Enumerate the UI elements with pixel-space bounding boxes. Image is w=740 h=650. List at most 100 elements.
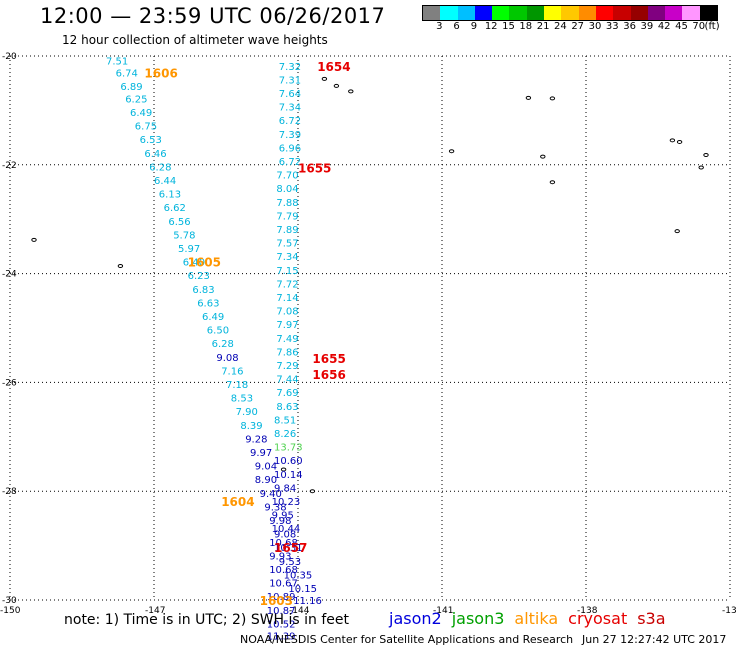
colorbar-label: 24 [554, 21, 567, 32]
wave-height-value: 6.23 [188, 271, 210, 282]
colorbar-label: 30 [588, 21, 602, 32]
wave-height-value: 9.97 [250, 448, 272, 459]
wave-height-value: 6.44 [154, 176, 176, 187]
axis-labels: -20 -22 -24 -26 -28 -30-150 -147 -144 -141 -138 -1… [0, 52, 737, 616]
legend-s3a: s3a [637, 609, 666, 628]
wave-height-value: 8.53 [231, 394, 253, 405]
wave-height-value: 9.04 [255, 462, 277, 473]
wave-height-value: 10.60 [274, 456, 303, 467]
colorbar-swatch [578, 6, 596, 20]
colorbar-label: 21 [536, 21, 550, 32]
units-note: note: 1) Time is in UTC; 2) SWH is in fe… [64, 612, 350, 628]
wave-height-value: 6.49 [202, 312, 224, 323]
wave-height-value: 10.67 [269, 579, 298, 590]
wave-height-value: 6.53 [140, 135, 162, 146]
page-subtitle: 12 hour collection of altimeter wave hei… [62, 33, 328, 47]
wave-height-value: 7.70 [276, 171, 298, 182]
island-outline [669, 138, 676, 143]
wave-height-value: 7.44 [276, 375, 298, 386]
colorbar-swatch [595, 6, 614, 20]
wave-height-value: 9.95 [272, 511, 294, 522]
colorbar-label: 45 [675, 21, 688, 32]
wave-height-value: 7.72 [276, 279, 298, 290]
pass-time-label: 1605 [188, 256, 221, 270]
wave-height-value: 13.73 [274, 443, 303, 454]
wave-height-value: 10.23 [272, 497, 301, 508]
colorbar-swatch [665, 6, 683, 20]
island-outline [321, 76, 328, 81]
lon-tick-label: -147 [145, 606, 165, 616]
wave-height-value: 10.35 [284, 570, 313, 581]
credit-text: NOAA/NESDIS Center for Satellite Applica… [240, 633, 574, 646]
wave-height-value: 7.90 [236, 407, 258, 418]
wave-height-value: 5.78 [173, 230, 195, 241]
wave-height-value: 10.89 [267, 592, 296, 603]
wave-height-value: 7.69 [276, 388, 298, 399]
legend-jason3: jason3 [451, 609, 505, 628]
wave-height-value: 8.90 [255, 475, 277, 486]
pass-time-label: 1654 [317, 60, 350, 74]
wave-height-value: 7.14 [276, 293, 298, 304]
wave-height-value: 9.98 [269, 516, 291, 527]
wave-height-value: 7.86 [276, 347, 298, 358]
island-outline [348, 89, 354, 94]
lat-tick-label: -30 [2, 596, 17, 606]
wave-height-value: 7.88 [276, 198, 298, 209]
island-outline [31, 237, 37, 242]
island-outline [333, 83, 340, 88]
wave-height-value: 7.49 [276, 334, 298, 345]
wave-height-value: 6.72 [279, 116, 301, 127]
wave-height-value: 8.04 [276, 184, 298, 195]
colorbar-label: 12 [484, 21, 498, 32]
wave-height-value: 7.08 [276, 307, 298, 318]
colorbar-swatch [561, 6, 579, 20]
wave-height-value: 5.97 [178, 244, 200, 255]
wave-height-value: 7.18 [226, 380, 248, 391]
lat-lon-grid [9, 55, 731, 601]
wave-height-value: 6.13 [159, 190, 181, 201]
island-outline [549, 96, 556, 101]
colorbar-swatch [647, 6, 666, 20]
lat-tick-label: -24 [2, 270, 17, 280]
wave-height-value: 7.32 [279, 62, 301, 73]
wave-height-value: 10.14 [274, 470, 303, 481]
wave-height-value: 9.93 [269, 551, 291, 562]
wave-height-value: 9.84 [274, 483, 296, 494]
wave-height-colorbar [422, 5, 719, 21]
pass-time-label: 1655 [312, 352, 345, 366]
pass-time-labels: 1654 1655 1655 1656 1657 1606 1605 1604 1603 [144, 60, 350, 608]
island-outline [525, 95, 532, 100]
wave-height-value: 6.63 [197, 298, 219, 309]
wave-height-value: 6.50 [207, 326, 229, 337]
lat-tick-label: -20 [2, 52, 17, 62]
colorbar-swatch [457, 6, 475, 20]
wave-height-value: 9.08 [274, 530, 296, 541]
pass-time-label: 1656 [312, 368, 345, 382]
lon-tick-label: -150 [0, 606, 21, 616]
wave-height-value: 7.31 [279, 75, 301, 86]
wave-height-value: 6.40 [183, 258, 205, 269]
pass-time-label: 1657 [274, 541, 307, 555]
lon-tick-label: -13 [722, 606, 737, 616]
legend-altika: altika [514, 609, 559, 628]
colorbar-label: 9 [470, 21, 478, 32]
wave-height-value: 6.74 [116, 68, 138, 79]
colorbar-swatch [440, 6, 458, 20]
lon-tick-label: -144 [289, 606, 310, 616]
colorbar-label: 3 [436, 21, 443, 32]
wave-height-value: 6.89 [120, 82, 142, 93]
page-title: 12:00 — 23:59 UTC 06/26/2017 [40, 4, 386, 28]
colorbar-swatch [699, 6, 718, 20]
wave-height-value: 9.38 [264, 502, 286, 513]
wave-height-value: 6.49 [130, 108, 152, 119]
lon-tick-label: -138 [577, 606, 598, 616]
island-outline [698, 165, 704, 170]
wave-height-value: 7.16 [221, 366, 243, 377]
wave-height-value: 7.34 [276, 252, 298, 263]
wave-height-value: 11.16 [293, 596, 322, 607]
lon-tick-label: -141 [433, 606, 453, 616]
wave-height-tracks: 7.516.74 6.896.25 6.49 6.75 6.53 6.46 6.28 6.44… [106, 56, 322, 642]
island-outlines [31, 76, 709, 494]
legend-jason2: jason2 [389, 609, 442, 628]
wave-height-value: 9.28 [245, 434, 267, 445]
